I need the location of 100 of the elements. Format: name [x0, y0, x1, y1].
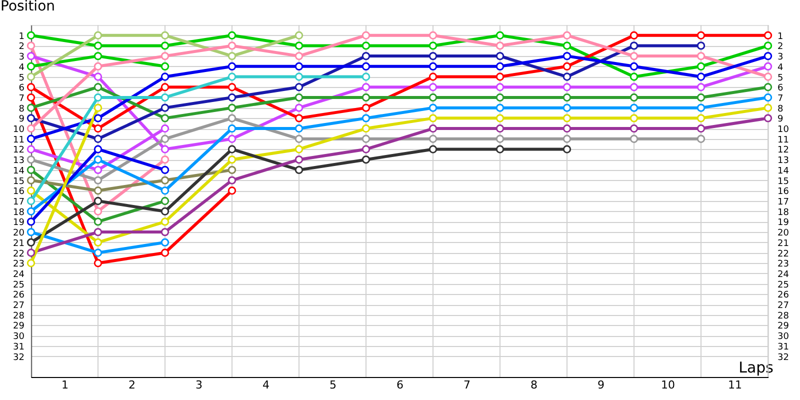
point — [630, 134, 638, 143]
y2-tick-label: 10 — [778, 125, 790, 136]
y2-tick-label: 31 — [778, 342, 789, 352]
point — [496, 134, 504, 143]
y2-tick-label: 4 — [778, 62, 784, 73]
point — [228, 42, 236, 50]
point — [562, 104, 572, 112]
point — [496, 124, 504, 133]
point — [94, 134, 102, 143]
point — [362, 93, 370, 102]
point — [228, 83, 236, 92]
x-axis-title: Laps — [738, 358, 774, 376]
point — [228, 155, 236, 164]
point — [562, 62, 572, 71]
point — [94, 155, 102, 164]
point — [428, 124, 438, 133]
point — [160, 31, 170, 40]
point — [26, 31, 36, 40]
y2-tick-label: 17 — [778, 198, 789, 208]
point — [362, 31, 370, 40]
y2-tick-label: 28 — [778, 311, 790, 322]
point — [94, 72, 102, 81]
point — [228, 52, 236, 60]
point — [496, 145, 504, 154]
y-tick-label: 19 — [13, 218, 25, 228]
point — [294, 62, 304, 71]
y-tick-label: 15 — [13, 176, 24, 187]
y2-tick-label: 19 — [778, 218, 790, 228]
point — [228, 93, 236, 102]
point — [362, 52, 370, 60]
point — [160, 83, 170, 92]
point — [228, 124, 236, 133]
y-tick-label: 28 — [13, 311, 25, 322]
point — [160, 124, 170, 133]
point — [362, 145, 370, 154]
point — [362, 134, 370, 143]
point — [94, 186, 102, 195]
point — [160, 62, 170, 71]
point — [696, 31, 706, 40]
x-tick-label: 4 — [262, 378, 270, 392]
y2-tick-label: 30 — [778, 332, 790, 342]
point — [696, 104, 706, 112]
point — [496, 62, 504, 71]
point — [696, 62, 706, 71]
y2-tick-label: 1 — [778, 32, 784, 42]
y-tick-label: 3 — [18, 52, 24, 63]
point — [294, 93, 304, 102]
point — [562, 31, 572, 40]
point — [362, 72, 370, 81]
point — [160, 228, 170, 236]
point — [160, 145, 170, 154]
point — [562, 145, 572, 154]
point — [228, 186, 236, 195]
y2-tick-label: 18 — [778, 208, 790, 218]
y-tick-label: 14 — [13, 166, 25, 176]
point — [630, 72, 638, 81]
point — [160, 114, 170, 122]
point — [696, 42, 706, 50]
point — [160, 166, 170, 174]
point — [630, 93, 638, 102]
point — [228, 31, 236, 40]
y2-tick-label: 8 — [778, 104, 784, 114]
point — [562, 42, 572, 50]
y2-tick-label: 15 — [778, 176, 789, 187]
point — [94, 145, 102, 154]
point — [26, 42, 36, 50]
point — [228, 166, 236, 174]
point — [362, 124, 370, 133]
point — [26, 145, 36, 154]
point — [764, 104, 772, 112]
point — [160, 104, 170, 112]
point — [630, 83, 638, 92]
x-tick-label: 9 — [598, 378, 604, 392]
y-tick-label: 5 — [18, 73, 24, 84]
y-tick-label: 22 — [13, 249, 24, 260]
y2-tick-label: 7 — [778, 94, 784, 104]
y2-tick-label: 26 — [778, 290, 790, 301]
y-tick-label: 17 — [13, 198, 24, 208]
point — [94, 93, 102, 102]
y-tick-label: 20 — [13, 228, 25, 239]
point — [696, 52, 706, 60]
point — [26, 218, 36, 226]
point — [362, 155, 370, 164]
point — [428, 145, 438, 154]
point — [562, 72, 572, 81]
y2-tick-label: 16 — [778, 187, 790, 198]
point — [294, 114, 304, 122]
y-tick-label: 26 — [13, 290, 25, 301]
point — [26, 52, 36, 60]
point — [562, 93, 572, 102]
point — [94, 228, 102, 236]
point — [94, 259, 102, 268]
point — [228, 72, 236, 81]
y2-tick-label: 25 — [778, 280, 789, 290]
point — [696, 83, 706, 92]
point — [496, 52, 504, 60]
point — [294, 83, 304, 92]
x-tick-label: 2 — [128, 378, 136, 392]
point — [228, 114, 236, 122]
y-tick-label: 1 — [18, 32, 24, 42]
